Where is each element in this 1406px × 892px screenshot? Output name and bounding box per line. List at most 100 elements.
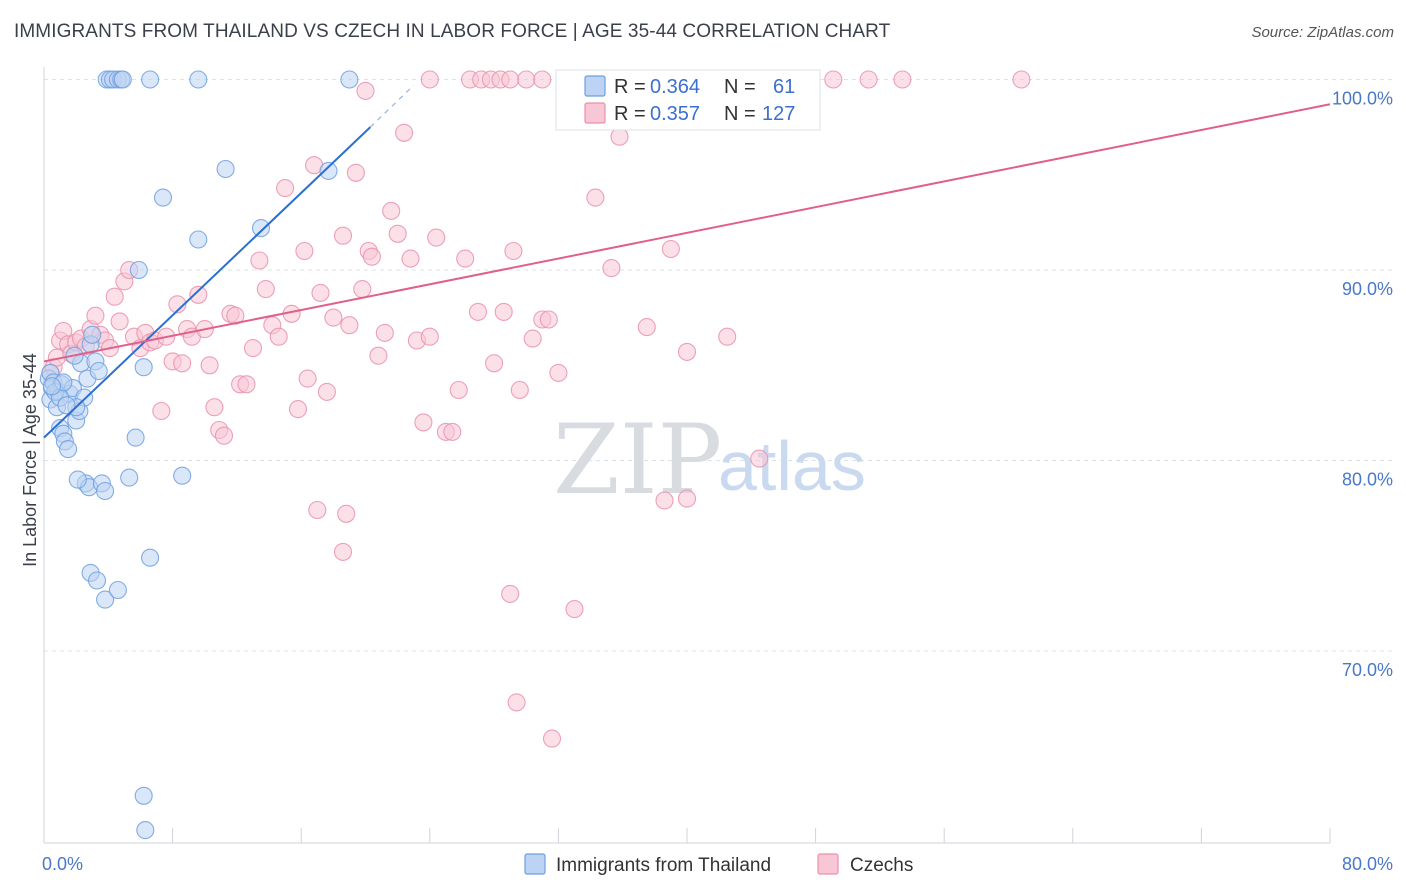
point-thailand xyxy=(96,590,115,609)
point-czechs xyxy=(523,329,542,348)
point-thailand xyxy=(189,230,208,249)
y-tick-label: 100.0% xyxy=(1332,89,1393,109)
point-czechs xyxy=(382,201,401,220)
point-czechs xyxy=(501,584,520,603)
trend-line-thailand-extension xyxy=(369,84,415,128)
point-czechs xyxy=(269,327,288,346)
point-czechs xyxy=(610,127,629,146)
point-thailand xyxy=(340,70,359,89)
point-czechs xyxy=(256,280,275,299)
point-czechs xyxy=(200,356,219,375)
point-czechs xyxy=(295,241,314,261)
point-czechs xyxy=(677,342,697,361)
stats-legend: R = 0.364 N = 61 R = 0.357 N = 127 xyxy=(555,69,821,131)
point-thailand xyxy=(153,188,173,207)
point-thailand xyxy=(120,468,139,487)
point-czechs xyxy=(655,491,674,510)
point-czechs xyxy=(859,70,878,89)
point-czechs xyxy=(333,226,353,245)
point-thailand xyxy=(126,428,145,447)
point-czechs xyxy=(105,287,124,306)
legend-r-label-2: R = xyxy=(614,103,646,125)
point-czechs xyxy=(205,398,224,417)
point-czechs xyxy=(311,283,330,302)
point-czechs xyxy=(346,163,365,182)
point-czechs xyxy=(893,70,912,89)
watermark-zip: ZIP xyxy=(553,404,722,516)
point-czechs xyxy=(333,542,353,561)
point-czechs xyxy=(395,123,414,142)
point-czechs xyxy=(356,81,375,100)
x-tick-label-end: 80.0% xyxy=(1342,854,1393,874)
y-tick-label: 70.0% xyxy=(1342,660,1393,680)
point-czechs xyxy=(449,380,468,400)
point-czechs xyxy=(507,693,526,712)
x-tick-label-start: 0.0% xyxy=(42,854,83,874)
source-credit: Source: ZipAtlas.com xyxy=(1251,24,1394,41)
legend-r-value-2: 0.357 xyxy=(650,103,700,125)
point-thailand xyxy=(134,358,153,377)
point-czechs xyxy=(288,400,308,419)
point-czechs xyxy=(539,310,558,329)
trend-lines xyxy=(43,84,1331,439)
point-czechs xyxy=(401,249,420,268)
point-czechs xyxy=(110,312,129,331)
y-tick-label: 90.0% xyxy=(1342,279,1393,299)
point-czechs xyxy=(718,327,737,346)
point-czechs xyxy=(388,224,407,243)
axes xyxy=(43,67,1331,844)
point-czechs xyxy=(677,489,697,508)
series-swatch-czechs xyxy=(817,853,839,875)
point-czechs xyxy=(375,323,394,342)
point-thailand xyxy=(96,481,115,501)
point-czechs xyxy=(501,70,520,89)
legend-swatch-czechs xyxy=(584,102,606,124)
point-czechs xyxy=(443,422,462,441)
trend-line-czechs xyxy=(43,103,1331,363)
point-thailand xyxy=(319,161,338,180)
point-thailand xyxy=(134,786,153,805)
legend-n-label-2: N = xyxy=(724,103,756,125)
point-czechs xyxy=(243,339,263,358)
point-thailand xyxy=(129,260,148,280)
point-czechs xyxy=(565,600,584,619)
y-axis-label: In Labor Force | Age 35-44 xyxy=(20,353,40,567)
point-thailand xyxy=(113,70,132,89)
point-czechs xyxy=(542,729,562,748)
point-thailand xyxy=(141,548,160,567)
series-legend: Immigrants from Thailand Czechs xyxy=(524,853,913,876)
point-thailand xyxy=(216,159,235,179)
point-czechs xyxy=(510,380,529,400)
point-czechs xyxy=(276,179,295,198)
point-czechs xyxy=(189,285,208,304)
watermark: ZIP atlas xyxy=(553,404,866,516)
legend-r-value-1: 0.364 xyxy=(650,76,700,98)
grid-lines xyxy=(44,79,1395,652)
point-czechs xyxy=(494,302,513,321)
point-czechs xyxy=(340,316,359,335)
point-czechs xyxy=(504,241,523,261)
legend-n-value-2: 127 xyxy=(762,103,795,125)
point-thailand xyxy=(108,580,127,600)
point-thailand xyxy=(59,440,78,459)
point-czechs xyxy=(420,70,439,89)
series-swatch-thailand xyxy=(524,853,546,875)
series-label-czechs: Czechs xyxy=(850,855,913,876)
point-czechs xyxy=(324,308,343,327)
scatter-points xyxy=(39,70,1031,840)
point-thailand xyxy=(87,571,107,590)
series-label-thailand: Immigrants from Thailand xyxy=(556,855,771,876)
point-czechs xyxy=(86,306,105,325)
point-czechs xyxy=(250,251,269,270)
point-czechs xyxy=(152,401,171,421)
point-czechs xyxy=(369,346,388,365)
point-czechs xyxy=(637,318,656,337)
point-czechs xyxy=(353,280,372,299)
chart-title: IMMIGRANTS FROM THAILAND VS CZECH IN LAB… xyxy=(14,21,891,42)
legend-n-label-1: N = xyxy=(724,76,756,98)
point-czechs xyxy=(824,70,843,89)
point-czechs xyxy=(1012,70,1031,89)
point-czechs xyxy=(168,295,187,314)
point-czechs xyxy=(237,375,256,394)
